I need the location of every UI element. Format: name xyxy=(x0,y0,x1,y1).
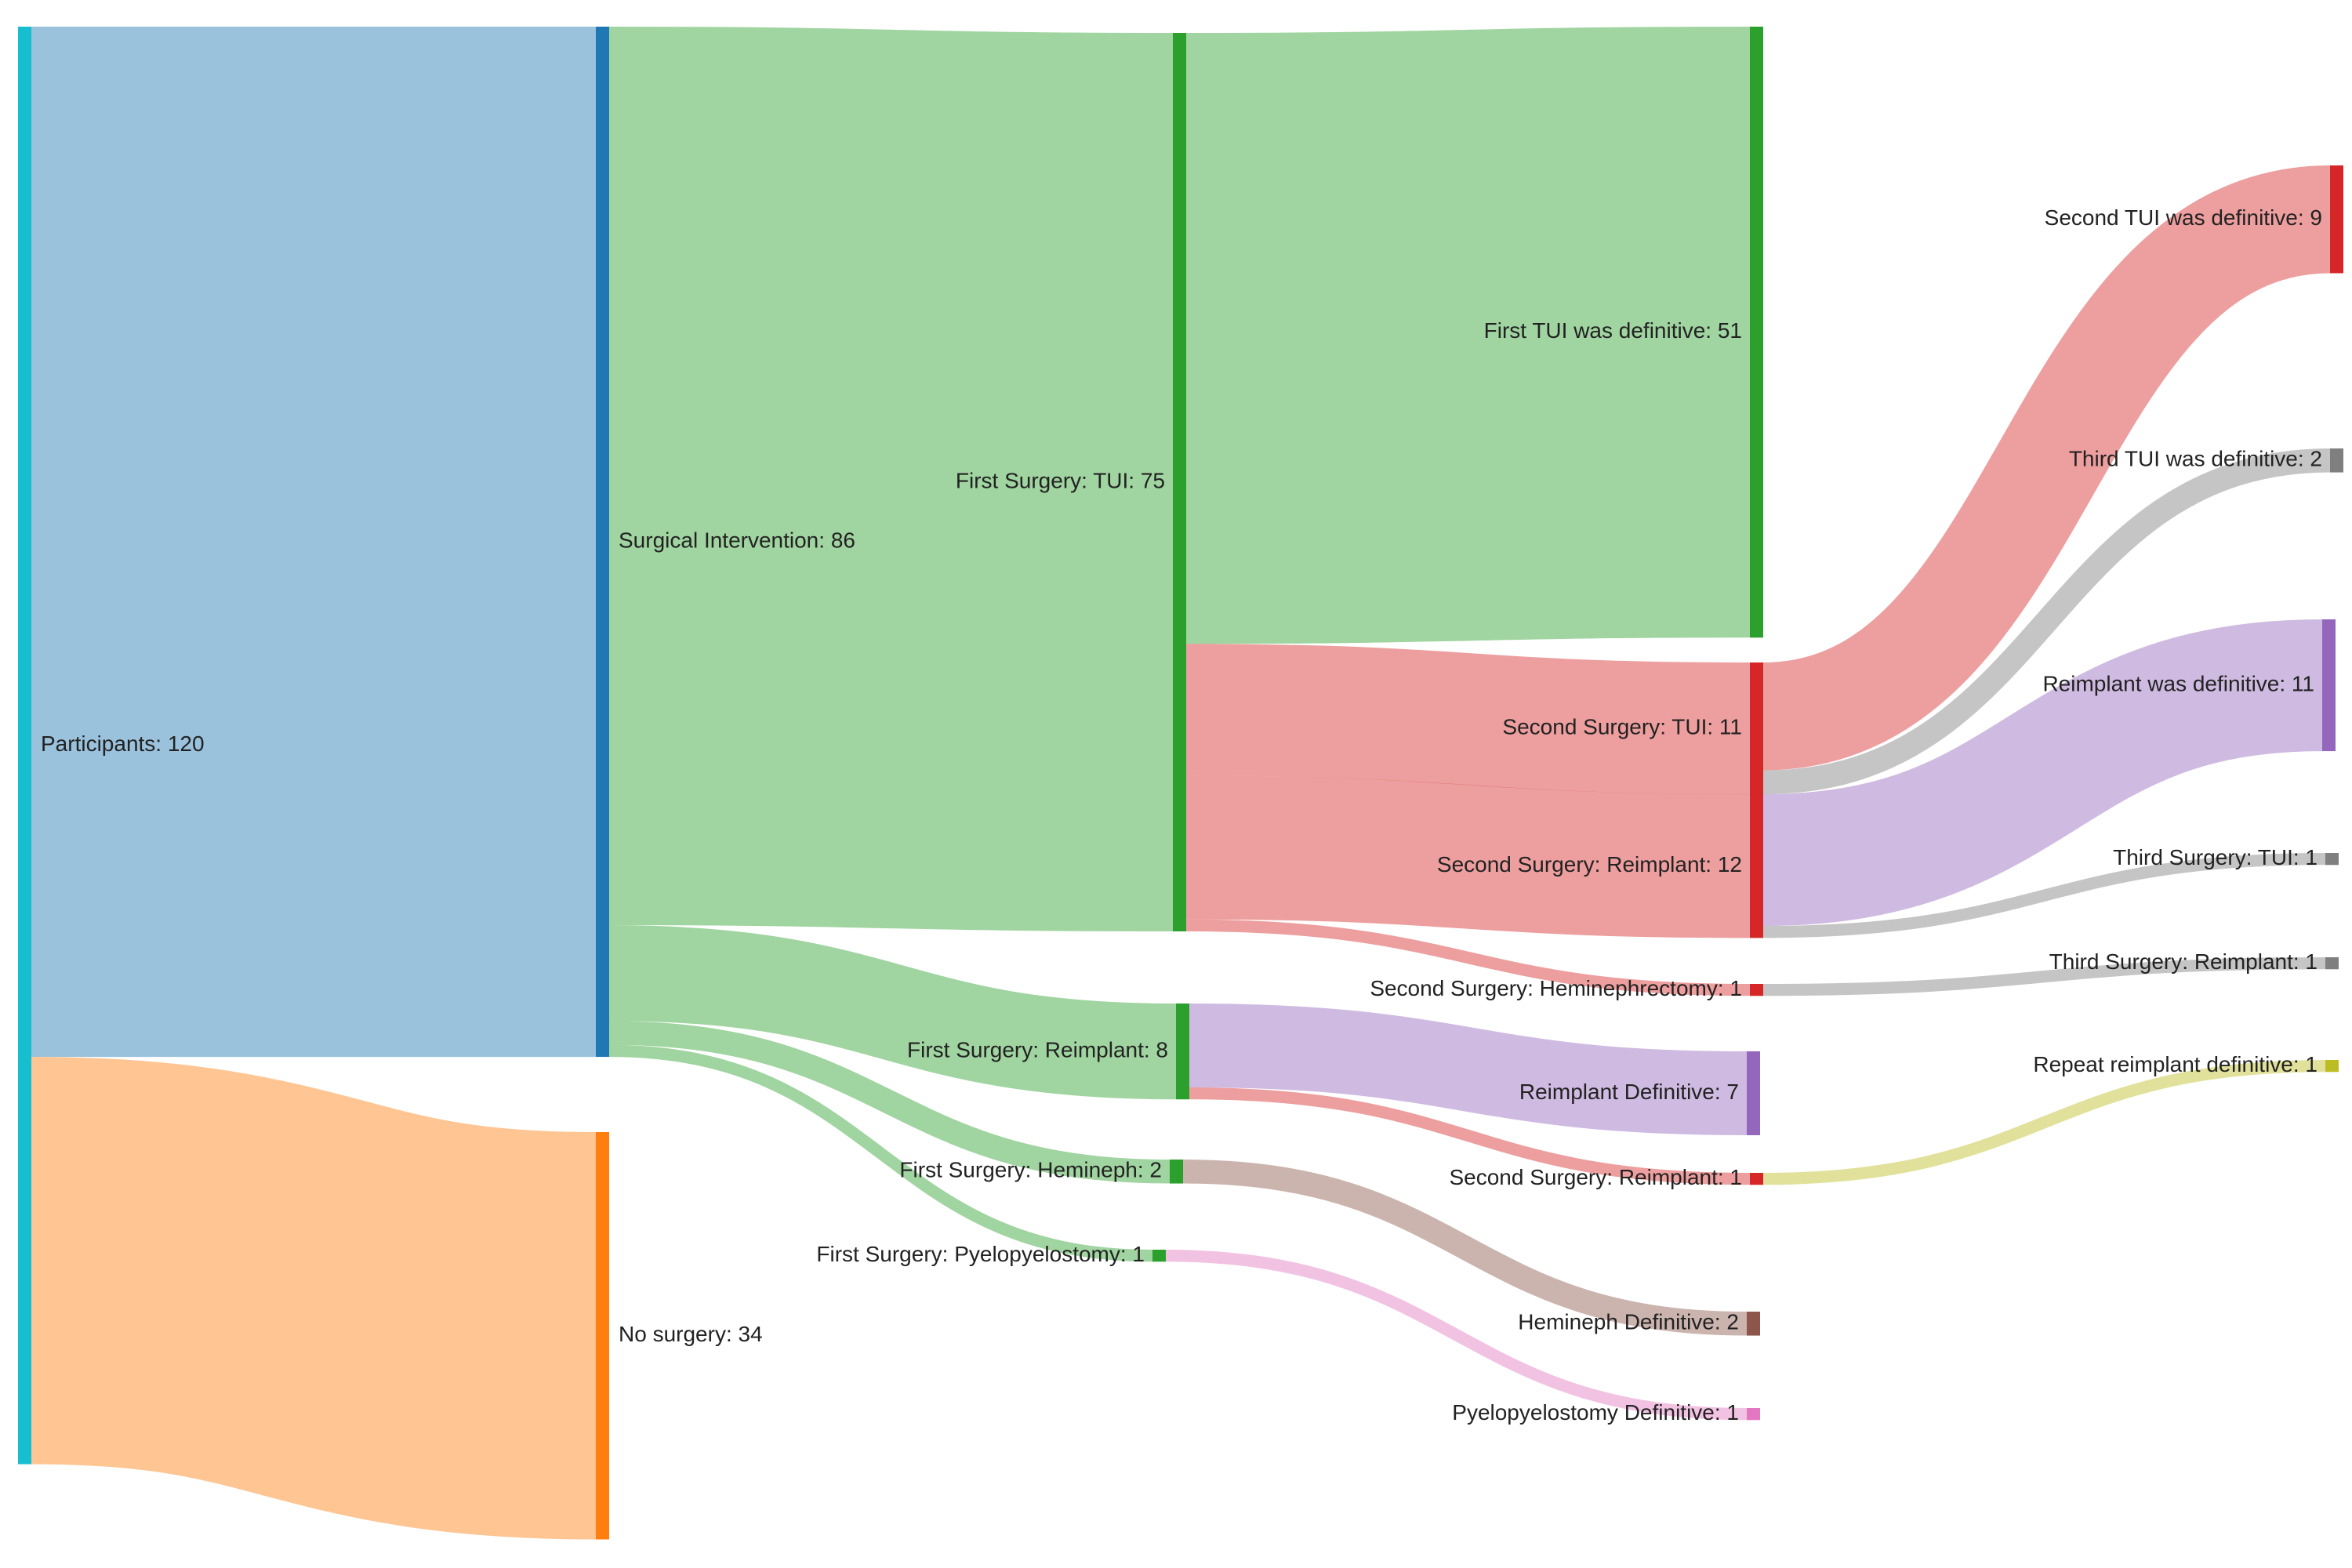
node-reimp1 xyxy=(1176,1004,1189,1100)
label-tui2def: Second TUI was definitive: 9 xyxy=(2045,205,2322,230)
label-repeatdef: Repeat reimplant definitive: 1 xyxy=(2033,1052,2318,1076)
node-tui2def xyxy=(2330,165,2343,274)
link-reimp2b-to-repeatdef xyxy=(1762,1060,2326,1185)
link-surgical-to-hemi1 xyxy=(608,1021,1171,1184)
label-pyelo1: First Surgery: Pyelopyelostomy: 1 xyxy=(816,1242,1145,1266)
link-surgical-to-reimp1 xyxy=(608,925,1177,1100)
label-tui2: Second Surgery: TUI: 11 xyxy=(1502,714,1742,739)
sankey-nodes xyxy=(18,27,2343,1540)
label-tui1def: First TUI was definitive: 51 xyxy=(1484,318,1742,343)
link-tui1-to-hemi2 xyxy=(1185,919,1751,996)
label-hemi1: First Surgery: Hemineph: 2 xyxy=(899,1158,1162,1182)
node-reimp3 xyxy=(2325,957,2339,970)
label-nosurgery: No surgery: 34 xyxy=(619,1322,763,1346)
link-tui2-to-tui3def xyxy=(1762,448,2331,795)
node-nosurgery xyxy=(596,1132,609,1540)
label-reimp3: Third Surgery: Reimplant: 1 xyxy=(2049,949,2318,974)
link-reimp1-to-reimp2b xyxy=(1189,1087,1751,1185)
label-tui3: Third Surgery: TUI: 1 xyxy=(2113,845,2318,869)
node-repeatdef xyxy=(2325,1060,2339,1073)
node-reimp2b xyxy=(1750,1173,1763,1185)
sankey-labels: Participants: 120 Surgical Intervention: … xyxy=(41,205,2322,1425)
link-reimp1-to-reimpdef xyxy=(1189,1004,1748,1135)
link-surgical-to-pyelo1 xyxy=(608,1044,1153,1262)
node-participants xyxy=(18,27,31,1465)
link-hemi2-to-reimp3 xyxy=(1762,957,2326,996)
label-reimpdef: Reimplant Definitive: 7 xyxy=(1519,1080,1739,1104)
link-reimp2-to-tui3 xyxy=(1762,853,2326,938)
node-tui3 xyxy=(2325,853,2339,866)
link-tui1-to-reimp2 xyxy=(1185,775,1751,938)
node-tui3def xyxy=(2330,448,2343,473)
node-pyelodef xyxy=(1747,1408,1760,1421)
label-reimp2: Second Surgery: Reimplant: 12 xyxy=(1437,852,1742,877)
link-participants-to-nosurgery xyxy=(30,1057,597,1540)
node-surgical xyxy=(596,27,609,1058)
link-hemi1-to-hemidef xyxy=(1182,1160,1748,1336)
label-reimp2b: Second Surgery: Reimplant: 1 xyxy=(1449,1165,1742,1189)
node-tui1 xyxy=(1173,33,1186,931)
node-tui2 xyxy=(1750,662,1763,795)
label-hemi2: Second Surgery: Heminephrectomy: 1 xyxy=(1370,976,1742,1000)
link-surgical-to-tui1 xyxy=(608,27,1174,931)
link-tui1-to-tui1def xyxy=(1185,27,1751,644)
link-tui1-to-tui2 xyxy=(1185,644,1751,795)
node-pyelo1 xyxy=(1152,1250,1166,1262)
label-hemidef: Hemineph Definitive: 2 xyxy=(1518,1310,1739,1334)
label-participants: Participants: 120 xyxy=(41,731,205,756)
node-hemi1 xyxy=(1170,1160,1183,1184)
label-reimp1: First Surgery: Reimplant: 8 xyxy=(907,1038,1168,1062)
sankey-links xyxy=(30,26,2332,1540)
node-reimp2 xyxy=(1750,794,1763,938)
link-pyelo1-to-pyelodef xyxy=(1165,1250,1748,1421)
node-reimpwasdef xyxy=(2322,619,2336,752)
label-tui1: First Surgery: TUI: 75 xyxy=(956,468,1165,492)
link-tui2-to-tui2def xyxy=(1761,165,2332,771)
node-hemi2 xyxy=(1750,984,1763,996)
node-reimpdef xyxy=(1747,1051,1760,1135)
label-reimpwasdef: Reimplant was definitive: 11 xyxy=(2042,671,2314,695)
label-surgical: Surgical Intervention: 86 xyxy=(619,528,855,552)
node-tui1def xyxy=(1750,27,1763,638)
label-tui3def: Third TUI was definitive: 2 xyxy=(2069,447,2322,471)
node-hemidef xyxy=(1747,1312,1760,1336)
label-pyelodef: Pyelopyelostomy Definitive: 1 xyxy=(1452,1400,1739,1425)
link-reimp2-to-reimpwasdef xyxy=(1762,619,2323,927)
